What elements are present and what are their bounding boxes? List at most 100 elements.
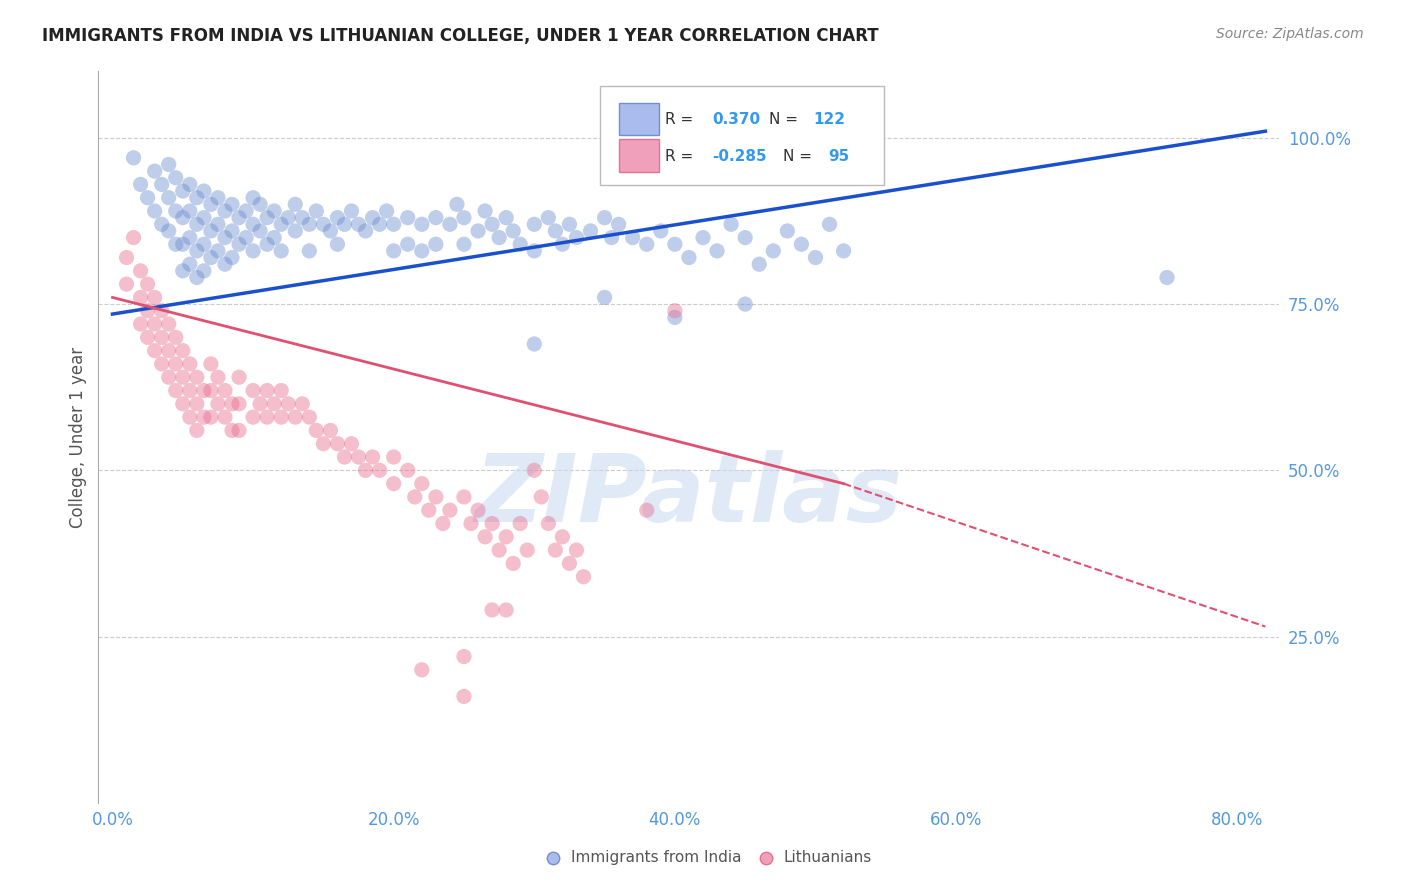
Point <box>249 397 271 411</box>
Point <box>186 424 208 438</box>
Point <box>242 384 264 398</box>
Point <box>326 211 349 225</box>
Point <box>368 463 391 477</box>
Point <box>157 317 180 331</box>
Point <box>474 530 496 544</box>
Point <box>207 244 229 258</box>
Point <box>720 217 742 231</box>
Point <box>361 450 384 464</box>
Point <box>270 217 292 231</box>
Point <box>150 303 173 318</box>
Point <box>537 516 560 531</box>
Point <box>347 217 370 231</box>
Point <box>361 211 384 225</box>
Point <box>136 303 159 318</box>
FancyBboxPatch shape <box>619 139 659 171</box>
Point <box>411 217 433 231</box>
Point <box>143 290 166 304</box>
Point <box>382 476 405 491</box>
Point <box>165 170 187 185</box>
Point <box>382 244 405 258</box>
Point <box>319 424 342 438</box>
Point <box>284 224 307 238</box>
Point <box>200 251 222 265</box>
Text: Source: ZipAtlas.com: Source: ZipAtlas.com <box>1216 27 1364 41</box>
Point <box>636 237 658 252</box>
Point <box>157 157 180 171</box>
Point <box>706 244 728 258</box>
Point <box>636 503 658 517</box>
Point <box>453 211 475 225</box>
Point <box>565 543 588 558</box>
Point <box>643 846 665 860</box>
Point <box>157 370 180 384</box>
Point <box>558 217 581 231</box>
Point <box>621 230 644 244</box>
Point <box>600 230 623 244</box>
Point <box>467 224 489 238</box>
Point <box>664 237 686 252</box>
Point <box>544 224 567 238</box>
Point <box>136 330 159 344</box>
Point <box>495 211 517 225</box>
Point <box>404 490 426 504</box>
Point <box>172 264 194 278</box>
Point <box>818 217 841 231</box>
Point <box>207 191 229 205</box>
Point <box>228 424 250 438</box>
Point <box>481 516 503 531</box>
Point <box>776 224 799 238</box>
Point <box>221 224 243 238</box>
Point <box>207 217 229 231</box>
Point <box>214 384 236 398</box>
Point <box>165 357 187 371</box>
Point <box>453 237 475 252</box>
Point <box>284 410 307 425</box>
Point <box>200 384 222 398</box>
Point <box>115 251 138 265</box>
Point <box>115 277 138 292</box>
Point <box>411 476 433 491</box>
Point <box>523 217 546 231</box>
Point <box>551 237 574 252</box>
Point <box>242 410 264 425</box>
Point <box>790 237 813 252</box>
Point <box>129 317 152 331</box>
Point <box>129 264 152 278</box>
Point <box>523 244 546 258</box>
Point <box>333 450 356 464</box>
Point <box>242 191 264 205</box>
Point <box>150 217 173 231</box>
Point <box>537 211 560 225</box>
Point <box>270 244 292 258</box>
Point <box>305 204 328 219</box>
Point <box>165 204 187 219</box>
Point <box>179 357 201 371</box>
Point <box>439 503 461 517</box>
Point <box>467 503 489 517</box>
Point <box>896 846 918 860</box>
Point <box>165 384 187 398</box>
Point <box>193 184 215 198</box>
Point <box>453 649 475 664</box>
Point <box>193 410 215 425</box>
Point <box>396 463 419 477</box>
Point <box>157 191 180 205</box>
Point <box>235 230 257 244</box>
Text: 122: 122 <box>813 112 845 128</box>
Point <box>678 251 700 265</box>
Point <box>179 410 201 425</box>
Point <box>551 530 574 544</box>
Point <box>558 557 581 571</box>
Text: ZIPatlas: ZIPatlas <box>475 450 903 541</box>
Point <box>277 211 299 225</box>
Point <box>530 490 553 504</box>
Point <box>256 211 278 225</box>
Point <box>186 397 208 411</box>
Point <box>439 217 461 231</box>
Text: -0.285: -0.285 <box>713 150 768 164</box>
Point <box>172 184 194 198</box>
Point <box>221 251 243 265</box>
Point <box>150 178 173 192</box>
Point <box>165 330 187 344</box>
